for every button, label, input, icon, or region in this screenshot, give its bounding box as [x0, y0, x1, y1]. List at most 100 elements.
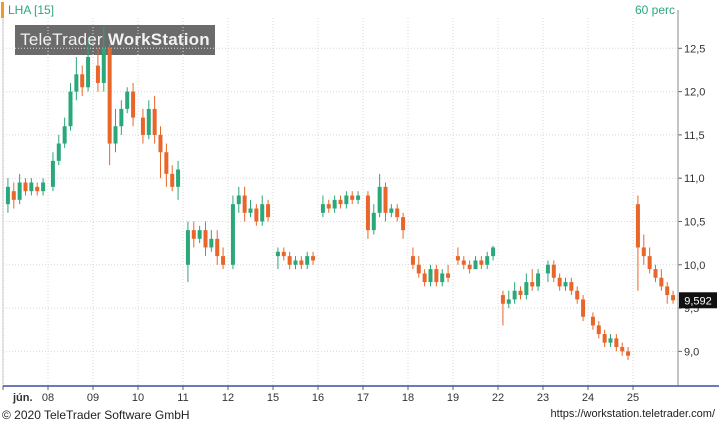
candle-body[interactable] [176, 169, 181, 187]
candle-body[interactable] [395, 208, 400, 218]
candle-body[interactable] [608, 338, 613, 343]
candle-body[interactable] [332, 199, 337, 209]
candle-body[interactable] [440, 273, 445, 283]
candle-body[interactable] [647, 256, 652, 270]
candle-body[interactable] [11, 191, 16, 200]
candle-body[interactable] [671, 295, 676, 301]
candle-body[interactable] [371, 212, 376, 231]
candle-body[interactable] [260, 204, 265, 222]
candle-body[interactable] [164, 152, 169, 174]
candle-body[interactable] [596, 325, 601, 335]
candle-body[interactable] [653, 269, 658, 278]
candle-body[interactable] [74, 74, 79, 92]
candle-body[interactable] [68, 91, 73, 127]
candle-body[interactable] [62, 126, 67, 144]
candle-body[interactable] [530, 282, 535, 287]
candle-body[interactable] [191, 230, 196, 239]
candle-body[interactable] [524, 282, 529, 296]
candle-body[interactable] [131, 91, 136, 118]
candle-body[interactable] [41, 182, 46, 192]
candle-body[interactable] [86, 56, 91, 88]
candle-body[interactable] [350, 195, 355, 200]
candle-body[interactable] [29, 182, 34, 192]
candle-body[interactable] [266, 204, 271, 218]
candle-body[interactable] [215, 238, 220, 257]
candle-body[interactable] [506, 299, 511, 304]
candle-body[interactable] [293, 260, 298, 265]
candle-body[interactable] [170, 173, 175, 187]
candle-body[interactable] [377, 186, 382, 213]
candle-body[interactable] [569, 282, 574, 291]
candle-body[interactable] [338, 199, 343, 205]
candle-body[interactable] [203, 230, 208, 248]
candle-body[interactable] [140, 117, 145, 135]
candle-body[interactable] [467, 264, 472, 270]
candle-body[interactable] [536, 273, 541, 287]
candle-body[interactable] [602, 334, 607, 343]
candle-body[interactable] [557, 277, 562, 287]
candle-body[interactable] [500, 295, 505, 304]
candle-body[interactable] [125, 91, 130, 109]
candle-body[interactable] [422, 273, 427, 283]
candle-body[interactable] [209, 238, 214, 248]
candle-body[interactable] [626, 351, 631, 356]
candle-body[interactable] [254, 208, 259, 222]
candle-body[interactable] [80, 74, 85, 88]
candle-body[interactable] [320, 204, 325, 213]
candle-body[interactable] [101, 48, 106, 83]
candle-body[interactable] [473, 260, 478, 270]
candle-body[interactable] [95, 65, 100, 83]
candle-body[interactable] [545, 264, 550, 274]
candle-body[interactable] [17, 182, 22, 200]
candle-body[interactable] [401, 217, 406, 231]
candle-body[interactable] [563, 282, 568, 287]
candle-body[interactable] [455, 256, 460, 261]
candle-body[interactable] [491, 247, 496, 257]
candle-body[interactable] [665, 286, 670, 296]
candle-body[interactable] [614, 338, 619, 348]
candle-body[interactable] [158, 134, 163, 153]
candle-body[interactable] [311, 256, 316, 261]
candle-body[interactable] [305, 256, 310, 265]
candle-body[interactable] [416, 264, 421, 274]
candle-body[interactable] [446, 273, 451, 278]
candle-body[interactable] [107, 48, 112, 144]
candle-body[interactable] [287, 256, 292, 265]
candle-body[interactable] [479, 260, 484, 265]
candle-body[interactable] [641, 247, 646, 257]
candle-body[interactable] [230, 204, 235, 265]
candle-body[interactable] [485, 256, 490, 265]
candle-body[interactable] [389, 208, 394, 213]
candle-body[interactable] [356, 195, 361, 200]
candle-body[interactable] [56, 143, 61, 161]
candle-body[interactable] [299, 260, 304, 265]
candle-body[interactable] [518, 290, 523, 296]
candle-body[interactable] [461, 260, 466, 265]
source-url-link[interactable]: https://workstation.teletrader.com/ [550, 408, 715, 420]
candle-body[interactable] [221, 256, 226, 265]
candle-body[interactable] [428, 269, 433, 283]
candle-body[interactable] [434, 269, 439, 283]
candle-body[interactable] [242, 195, 247, 213]
interval-label[interactable]: 60 perc [634, 3, 675, 17]
candle-body[interactable] [581, 299, 586, 317]
candle-body[interactable] [50, 160, 55, 187]
candle-body[interactable] [620, 347, 625, 352]
candle-body[interactable] [185, 230, 190, 265]
candle-body[interactable] [197, 230, 202, 239]
symbol-label[interactable]: LHA [15] [8, 3, 55, 17]
candle-body[interactable] [635, 204, 640, 248]
candle-body[interactable] [113, 126, 118, 144]
candle-body[interactable] [383, 186, 388, 213]
candle-body[interactable] [590, 316, 595, 326]
candle-body[interactable] [281, 251, 286, 257]
candle-body[interactable] [410, 256, 415, 265]
candle-body[interactable] [344, 195, 349, 205]
candle-body[interactable] [5, 186, 10, 205]
candle-body[interactable] [575, 290, 580, 300]
candle-body[interactable] [119, 108, 124, 127]
candle-body[interactable] [512, 290, 517, 300]
candle-body[interactable] [236, 195, 241, 205]
candle-body[interactable] [248, 208, 253, 213]
